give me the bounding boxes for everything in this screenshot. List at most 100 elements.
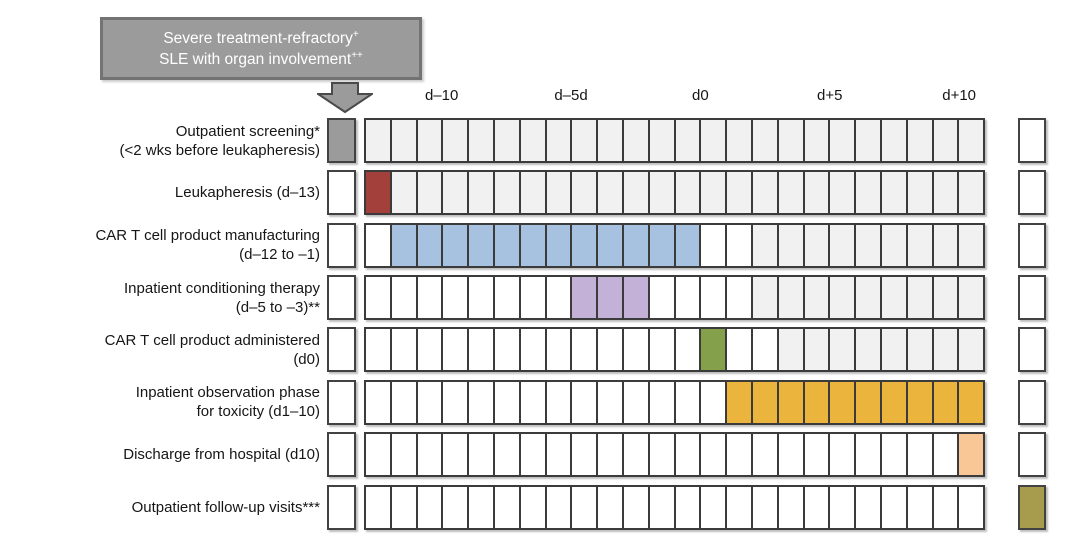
day-cell-d-6 — [544, 381, 571, 423]
day-cell-d-10 — [441, 486, 468, 528]
day-cell-d-3 — [621, 381, 648, 423]
day-cell-d-9 — [467, 329, 493, 371]
day-cell-d-5 — [570, 172, 597, 214]
day-cell-strip — [364, 170, 985, 216]
timeline-row: Inpatient conditioning therapy (d–5 to –3… — [0, 275, 1080, 321]
day-cell-d0 — [699, 434, 726, 476]
day-cell-d-3 — [621, 277, 648, 319]
day-cell-d-7 — [518, 434, 545, 476]
day-cell-d3 — [776, 434, 803, 476]
day-cell-d8 — [905, 434, 932, 476]
day-cell-d-13 — [366, 120, 390, 161]
day-cell-d2 — [750, 172, 777, 214]
day-cell-d-4 — [596, 486, 622, 528]
day-cell-d-6 — [544, 120, 571, 161]
day-cell-d5 — [828, 277, 855, 319]
row-label-line: Outpatient screening* — [175, 122, 320, 140]
axis-label-d+5: d+5 — [817, 87, 843, 104]
day-cell-d-2 — [647, 172, 674, 214]
day-cell-d-2 — [647, 381, 674, 423]
day-cell-d9 — [931, 277, 958, 319]
row-label-line: CAR T cell product administered — [104, 331, 320, 349]
day-cell-d1 — [725, 277, 751, 319]
day-cell-d4 — [802, 434, 829, 476]
day-cell-d9 — [931, 224, 958, 266]
pre-timeline-cell — [327, 222, 356, 268]
day-cell-d8 — [905, 224, 932, 266]
row-label-line: (d0) — [293, 350, 320, 368]
day-cell-d-12 — [389, 486, 416, 528]
day-cell-d-9 — [467, 120, 493, 161]
day-cell-d-13 — [366, 277, 390, 319]
day-cell-d8 — [905, 120, 932, 161]
day-cell-d7 — [879, 224, 906, 266]
day-cell-d-3 — [621, 486, 648, 528]
day-cell-d10 — [957, 120, 984, 161]
day-cell-d2 — [750, 329, 777, 371]
day-cell-d1 — [725, 381, 751, 423]
day-cell-d8 — [905, 329, 932, 371]
day-cell-d9 — [931, 434, 958, 476]
day-cell-d-4 — [596, 277, 622, 319]
day-cell-d-11 — [415, 434, 442, 476]
day-cell-d-9 — [467, 381, 493, 423]
day-cell-d-1 — [673, 120, 700, 161]
row-label: Outpatient screening* (<2 wks before leuk… — [0, 118, 320, 163]
row-label-line: (<2 wks before leukapheresis) — [119, 141, 320, 159]
day-cell-d-1 — [673, 486, 700, 528]
day-cell-d-10 — [441, 172, 468, 214]
day-cell-d-5 — [570, 434, 597, 476]
day-cell-d-4 — [596, 224, 622, 266]
day-cell-d1 — [725, 224, 751, 266]
day-cell-d-8 — [492, 434, 519, 476]
day-cell-d-7 — [518, 381, 545, 423]
day-cell-d-4 — [596, 381, 622, 423]
day-cell-d-13 — [366, 224, 390, 266]
day-cell-d1 — [725, 486, 751, 528]
day-cell-d2 — [750, 224, 777, 266]
timeline-row: CAR T cell product manufacturing (d–12 to… — [0, 222, 1080, 268]
post-timeline-cell — [1018, 170, 1046, 216]
day-cell-d8 — [905, 486, 932, 528]
row-label-line: (d–12 to –1) — [239, 246, 320, 264]
timeline-row: Inpatient observation phase for toxicity … — [0, 379, 1080, 425]
day-cell-strip — [364, 379, 985, 425]
day-cell-d3 — [776, 224, 803, 266]
day-cell-d3 — [776, 277, 803, 319]
day-cell-d8 — [905, 172, 932, 214]
timeline-row: Outpatient screening* (<2 wks before leuk… — [0, 118, 1080, 163]
day-cell-d-2 — [647, 434, 674, 476]
post-timeline-cell — [1018, 275, 1046, 321]
day-cell-d6 — [854, 277, 880, 319]
day-cell-d-9 — [467, 224, 493, 266]
day-cell-d7 — [879, 434, 906, 476]
day-cell-d5 — [828, 329, 855, 371]
row-label: Discharge from hospital (d10) — [0, 432, 320, 477]
pre-timeline-cell — [327, 379, 356, 425]
day-cell-strip — [364, 222, 985, 268]
day-cell-d-4 — [596, 329, 622, 371]
day-cell-d10 — [957, 224, 984, 266]
row-label: Leukapheresis (d–13) — [0, 170, 320, 215]
day-cell-d-12 — [389, 381, 416, 423]
day-cell-d10 — [957, 486, 984, 528]
day-cell-d-11 — [415, 224, 442, 266]
row-label: Inpatient conditioning therapy (d–5 to –3… — [0, 275, 320, 320]
day-cell-d8 — [905, 381, 932, 423]
day-cell-d-10 — [441, 120, 468, 161]
day-cell-d-5 — [570, 381, 597, 423]
day-cell-d6 — [854, 329, 880, 371]
post-timeline-cell — [1018, 327, 1046, 373]
day-cell-d-11 — [415, 172, 442, 214]
day-cell-d9 — [931, 120, 958, 161]
day-cell-d-7 — [518, 486, 545, 528]
day-cell-d2 — [750, 120, 777, 161]
axis-label-d10: d–10 — [424, 87, 459, 104]
day-cell-d4 — [802, 486, 829, 528]
pre-timeline-cell — [327, 118, 356, 163]
day-cell-d-8 — [492, 120, 519, 161]
day-cell-d-5 — [570, 120, 597, 161]
day-cell-d2 — [750, 486, 777, 528]
row-label-line: for toxicity (d1–10) — [196, 403, 320, 421]
day-cell-d-1 — [673, 224, 700, 266]
